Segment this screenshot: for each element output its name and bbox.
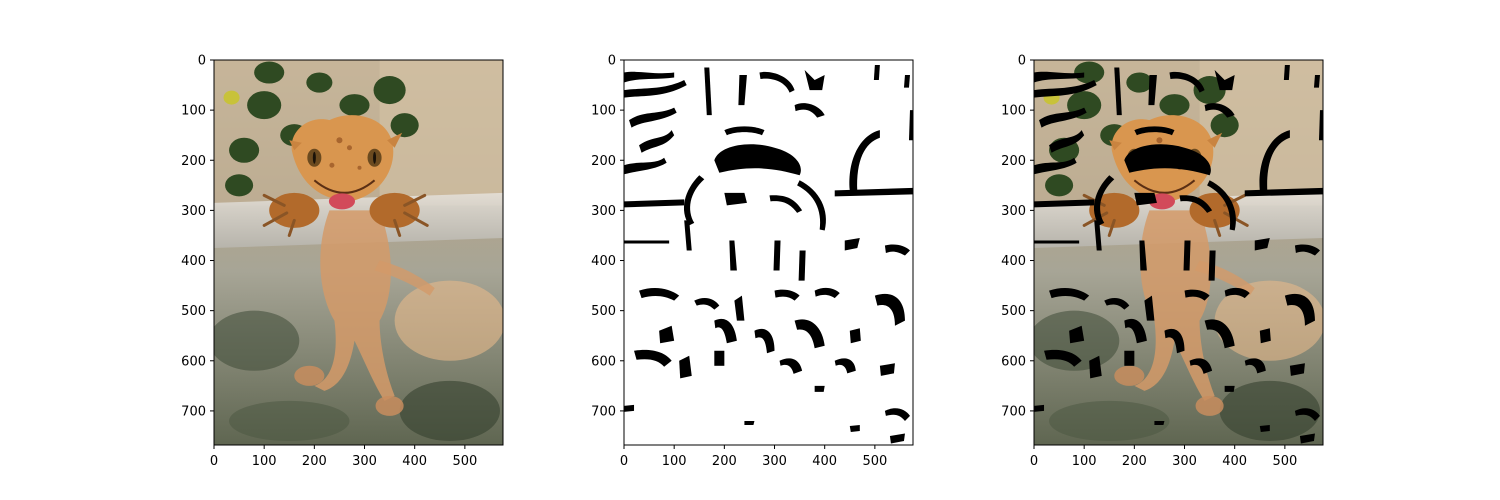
x-tick-label: 200 — [712, 454, 737, 469]
y-tick-label: 100 — [1001, 104, 1026, 119]
y-tick-label: 300 — [1001, 204, 1026, 219]
x-tick-label: 300 — [762, 454, 787, 469]
axes-frame-masked-photo — [1033, 59, 1324, 446]
x-tick-label: 0 — [1030, 454, 1038, 469]
y-tick-label: 500 — [591, 304, 616, 319]
y-tick-label: 400 — [181, 254, 206, 269]
axes-frame-original — [213, 59, 504, 446]
x-tick-label: 400 — [1222, 454, 1247, 469]
y-tick-label: 100 — [181, 104, 206, 119]
x-tick-label: 0 — [210, 454, 218, 469]
y-tick-label: 300 — [181, 204, 206, 219]
x-tick-label: 500 — [452, 454, 477, 469]
y-tick-label: 200 — [181, 154, 206, 169]
y-tick-label: 700 — [1001, 404, 1026, 419]
y-tick-label: 500 — [181, 304, 206, 319]
x-tick-label: 200 — [1122, 454, 1147, 469]
y-tick-label: 600 — [181, 354, 206, 369]
ticks-binary-mask: 0 100 200 300 400 500 0 100 200 300 400 500 600 700 — [591, 54, 887, 470]
y-tick-label: 600 — [1001, 354, 1026, 369]
x-tick-label: 300 — [1172, 454, 1197, 469]
x-tick-label: 500 — [862, 454, 887, 469]
y-tick-label: 200 — [591, 154, 616, 169]
x-tick-label: 0 — [620, 454, 628, 469]
ticks-original: 0 100 200 300 400 500 0 100 200 300 400 500 600 700 — [181, 54, 477, 470]
x-tick-label: 400 — [402, 454, 427, 469]
y-tick-label: 400 — [591, 254, 616, 269]
y-tick-label: 700 — [181, 404, 206, 419]
x-tick-label: 300 — [352, 454, 377, 469]
x-tick-label: 100 — [1072, 454, 1097, 469]
y-tick-label: 700 — [591, 404, 616, 419]
y-tick-label: 300 — [591, 204, 616, 219]
x-tick-label: 200 — [302, 454, 327, 469]
panel-masked-photo: 0 100 200 300 400 500 0 100 200 300 400 500 600 700 — [1001, 54, 1324, 470]
masked-photo-image — [1034, 60, 1323, 445]
axes-frame-binary-mask — [623, 59, 914, 446]
panel-binary-mask: 0 100 200 300 400 500 0 100 200 300 400 500 600 700 — [591, 54, 914, 470]
y-tick-label: 600 — [591, 354, 616, 369]
y-tick-label: 0 — [198, 54, 206, 69]
binary-mask-image — [624, 60, 913, 445]
x-tick-label: 400 — [812, 454, 837, 469]
y-tick-label: 100 — [591, 104, 616, 119]
y-tick-label: 500 — [1001, 304, 1026, 319]
y-tick-label: 0 — [608, 54, 616, 69]
x-tick-label: 500 — [1272, 454, 1297, 469]
gecko-photo — [214, 60, 503, 445]
panel-original: 0 100 200 300 400 500 0 100 200 300 400 500 600 700 — [181, 54, 504, 470]
y-tick-label: 200 — [1001, 154, 1026, 169]
y-tick-label: 0 — [1018, 54, 1026, 69]
y-tick-label: 400 — [1001, 254, 1026, 269]
x-tick-label: 100 — [252, 454, 277, 469]
x-tick-label: 100 — [662, 454, 687, 469]
ticks-masked-photo: 0 100 200 300 400 500 0 100 200 300 400 500 600 700 — [1001, 54, 1297, 470]
